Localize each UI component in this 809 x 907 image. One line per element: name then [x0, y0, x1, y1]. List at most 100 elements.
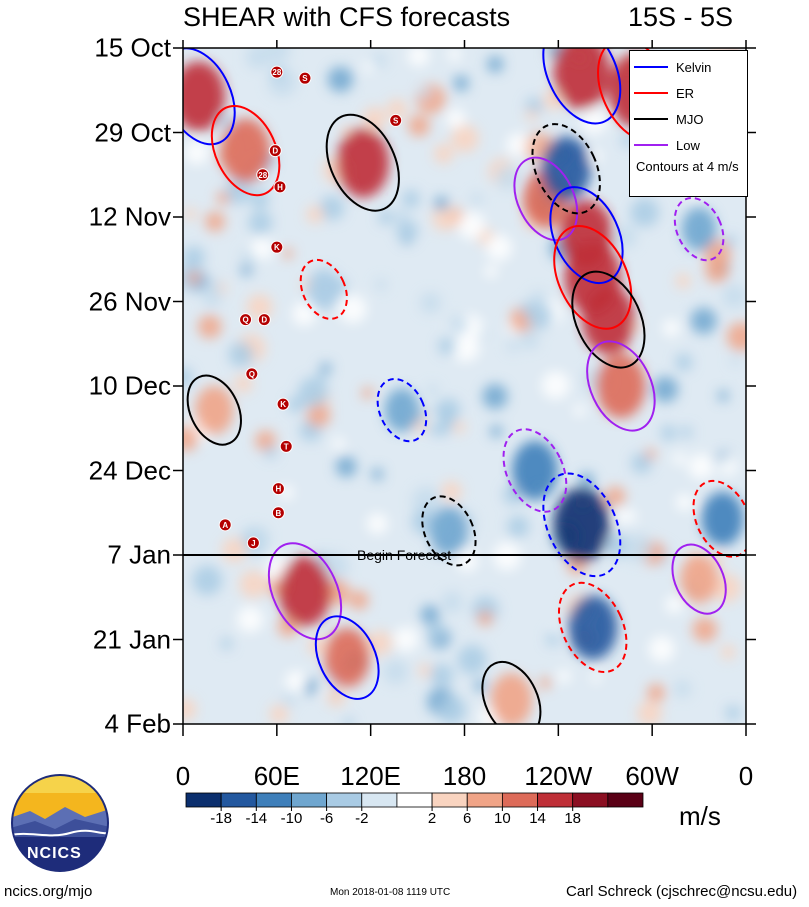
shear-speckle	[184, 207, 197, 221]
contour-low	[586, 340, 656, 432]
shear-speckle	[645, 448, 656, 460]
storm-marker: 28	[270, 65, 284, 79]
shear-speckle	[441, 591, 463, 613]
storm-marker: K	[270, 240, 284, 254]
shear-anomaly-10	[541, 136, 591, 201]
contour-kelvin	[314, 615, 380, 700]
shear-speckle	[307, 636, 328, 656]
colorbar-tick-label: 2	[427, 810, 437, 827]
shear-speckle	[452, 334, 480, 362]
shear-speckle	[332, 437, 345, 451]
storm-marker: D	[268, 144, 282, 158]
contour-er	[553, 225, 633, 330]
y-tick-label: 12 Nov	[88, 201, 171, 232]
contour-kelvin	[376, 377, 428, 443]
shear-speckle	[285, 670, 308, 693]
shear-speckle	[605, 486, 626, 507]
shear-speckle	[541, 371, 570, 400]
shear-speckle	[703, 239, 732, 267]
shear-speckle	[688, 453, 714, 480]
shear-speckle	[647, 683, 666, 702]
legend-swatch-mjo	[634, 118, 668, 120]
shear-speckle	[660, 425, 677, 441]
shear-anomaly-23	[681, 207, 717, 251]
ncics-logo	[11, 774, 109, 872]
colorbar-cell	[255, 792, 292, 808]
contour-er	[210, 104, 281, 197]
shear-speckle	[248, 210, 273, 235]
contour-mjo	[481, 661, 542, 724]
shear-anomaly-7	[596, 353, 646, 419]
colorbar-tick-label: 14	[529, 810, 546, 827]
shear-anomaly-19	[679, 554, 719, 604]
shear-speckle	[470, 193, 483, 206]
storm-marker: S	[389, 113, 403, 127]
shear-speckle	[237, 606, 264, 633]
shear-speckle	[383, 659, 409, 685]
y-tick-label: 29 Oct	[94, 117, 171, 147]
y-tick-label: 15 Oct	[94, 32, 171, 63]
shear-speckle	[239, 570, 268, 599]
shear-anomaly-11	[512, 440, 558, 501]
shear-speckle	[711, 553, 724, 566]
shear-speckle	[486, 234, 513, 261]
shear-speckle	[183, 246, 205, 269]
x-tick-label: 120E	[340, 761, 402, 791]
shear-anomaly-20	[384, 388, 420, 432]
shear-speckle	[321, 552, 349, 580]
shear-speckle	[430, 663, 454, 688]
shear-speckle	[298, 377, 329, 408]
shear-speckle	[492, 542, 522, 571]
colorbar-cell	[537, 792, 574, 808]
shear-speckle	[419, 87, 432, 100]
y-tick-label: 24 Dec	[88, 455, 171, 485]
shear-speckle	[495, 165, 520, 190]
shear-speckle	[573, 404, 586, 417]
shear-speckle	[692, 617, 718, 643]
shear-speckle	[426, 622, 446, 642]
storm-marker-label: A	[222, 521, 228, 530]
shear-speckle	[457, 211, 486, 240]
colorbar-cell	[396, 792, 433, 808]
shear-speckle	[343, 717, 354, 724]
shear-speckle	[675, 493, 694, 511]
shear-speckle	[613, 225, 638, 249]
contour-low	[502, 428, 568, 513]
storm-marker: 28	[256, 168, 270, 182]
x-tick-label: 0	[738, 761, 754, 791]
legend-item-er: ER	[634, 85, 694, 101]
storm-marker-circle	[271, 482, 285, 496]
shear-speckle	[281, 691, 297, 707]
shear-speckle	[726, 322, 746, 352]
shear-speckle	[665, 595, 683, 614]
storm-marker-circle	[389, 113, 403, 127]
legend-item-kelvin: Kelvin	[634, 59, 711, 75]
shear-speckle	[327, 66, 354, 93]
contour-low	[671, 543, 727, 615]
shear-speckle	[525, 109, 538, 122]
contour-kelvin	[542, 472, 622, 578]
storm-marker: S	[298, 71, 312, 85]
colorbar-cell	[572, 792, 609, 808]
x-tick-label: 120W	[524, 761, 593, 791]
shear-anomaly-13	[568, 595, 618, 660]
colorbar-cell	[501, 792, 538, 808]
shear-speckle	[319, 195, 345, 221]
shear-speckle	[362, 106, 387, 131]
y-tick-label: 7 Jan	[107, 539, 171, 570]
contour-er	[557, 581, 628, 674]
colorbar-cell	[220, 792, 257, 808]
shear-speckle	[292, 302, 316, 326]
storm-marker-label: K	[280, 400, 286, 409]
shear-anomaly-22	[195, 385, 234, 435]
contour-low	[673, 196, 725, 262]
storm-marker-circle	[279, 439, 293, 453]
storm-marker-label: 28	[272, 68, 281, 77]
shear-speckle	[630, 198, 660, 227]
shear-speckle	[427, 414, 438, 425]
shear-speckle	[450, 124, 479, 153]
shear-speckle	[675, 353, 693, 371]
shear-speckle	[675, 273, 691, 289]
storm-marker-circle	[298, 71, 312, 85]
legend-label-low: Low	[676, 137, 700, 153]
